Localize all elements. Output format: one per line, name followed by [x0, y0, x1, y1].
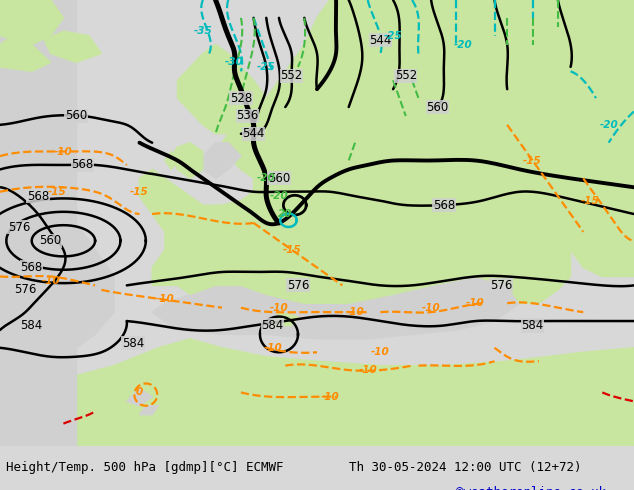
Text: 584: 584: [521, 319, 544, 332]
Text: 560: 560: [268, 172, 290, 185]
Text: -10: -10: [263, 343, 282, 353]
Polygon shape: [0, 0, 63, 45]
Text: 544: 544: [369, 34, 392, 47]
Text: -10: -10: [320, 392, 339, 402]
Text: 0: 0: [136, 388, 143, 397]
Text: -10: -10: [155, 294, 174, 304]
Text: -10: -10: [269, 303, 288, 313]
Bar: [0, 0, 76, 446]
Text: 568: 568: [71, 158, 94, 172]
Text: -10: -10: [371, 347, 390, 357]
Text: -30: -30: [225, 57, 244, 68]
Text: -35: -35: [193, 26, 212, 36]
Text: Th 30-05-2024 12:00 UTC (12+72): Th 30-05-2024 12:00 UTC (12+72): [349, 462, 581, 474]
Polygon shape: [273, 312, 298, 325]
Polygon shape: [0, 80, 114, 357]
Text: 576: 576: [14, 283, 37, 296]
Text: -10: -10: [54, 147, 73, 157]
Polygon shape: [178, 45, 266, 134]
Text: -15: -15: [130, 187, 149, 197]
Text: 576: 576: [489, 279, 512, 292]
Polygon shape: [431, 0, 634, 276]
Text: -15: -15: [523, 155, 542, 166]
Text: ©weatheronline.co.uk: ©weatheronline.co.uk: [456, 486, 607, 490]
Polygon shape: [139, 406, 158, 415]
Polygon shape: [0, 36, 51, 72]
Text: 584: 584: [261, 319, 284, 332]
Text: 552: 552: [394, 69, 417, 82]
Text: 528: 528: [230, 92, 252, 104]
Text: 568: 568: [432, 198, 455, 212]
Text: -15: -15: [282, 245, 301, 255]
Polygon shape: [127, 388, 152, 406]
Polygon shape: [0, 339, 634, 446]
Polygon shape: [44, 31, 101, 62]
Text: 560: 560: [65, 109, 87, 122]
Text: -25: -25: [257, 62, 276, 72]
Text: -10: -10: [422, 303, 441, 313]
Text: 560: 560: [39, 234, 62, 247]
Text: 536: 536: [236, 109, 259, 122]
Polygon shape: [139, 0, 571, 303]
Polygon shape: [165, 151, 178, 170]
Polygon shape: [152, 276, 520, 339]
Text: 560: 560: [426, 100, 449, 114]
Text: 568: 568: [27, 190, 49, 203]
Text: -10: -10: [41, 276, 60, 286]
Text: -15: -15: [48, 187, 67, 197]
Text: Height/Temp. 500 hPa [gdmp][°C] ECMWF: Height/Temp. 500 hPa [gdmp][°C] ECMWF: [6, 462, 284, 474]
Text: -25: -25: [384, 31, 403, 41]
Text: 20: 20: [278, 209, 292, 219]
Text: 576: 576: [8, 221, 30, 234]
Text: -20: -20: [453, 40, 472, 49]
Text: -10: -10: [358, 365, 377, 375]
Text: -15: -15: [580, 196, 599, 206]
Text: 544: 544: [242, 127, 265, 140]
Text: 584: 584: [122, 337, 145, 350]
Text: 568: 568: [20, 261, 43, 274]
Text: -20: -20: [599, 120, 618, 130]
Text: 584: 584: [20, 319, 43, 332]
Text: -10: -10: [466, 298, 485, 308]
Polygon shape: [171, 143, 203, 178]
Polygon shape: [203, 143, 241, 178]
Text: 552: 552: [280, 69, 303, 82]
Text: -20: -20: [269, 191, 288, 201]
Text: -20: -20: [257, 173, 276, 183]
Text: -10: -10: [346, 307, 365, 317]
Text: 576: 576: [287, 279, 309, 292]
